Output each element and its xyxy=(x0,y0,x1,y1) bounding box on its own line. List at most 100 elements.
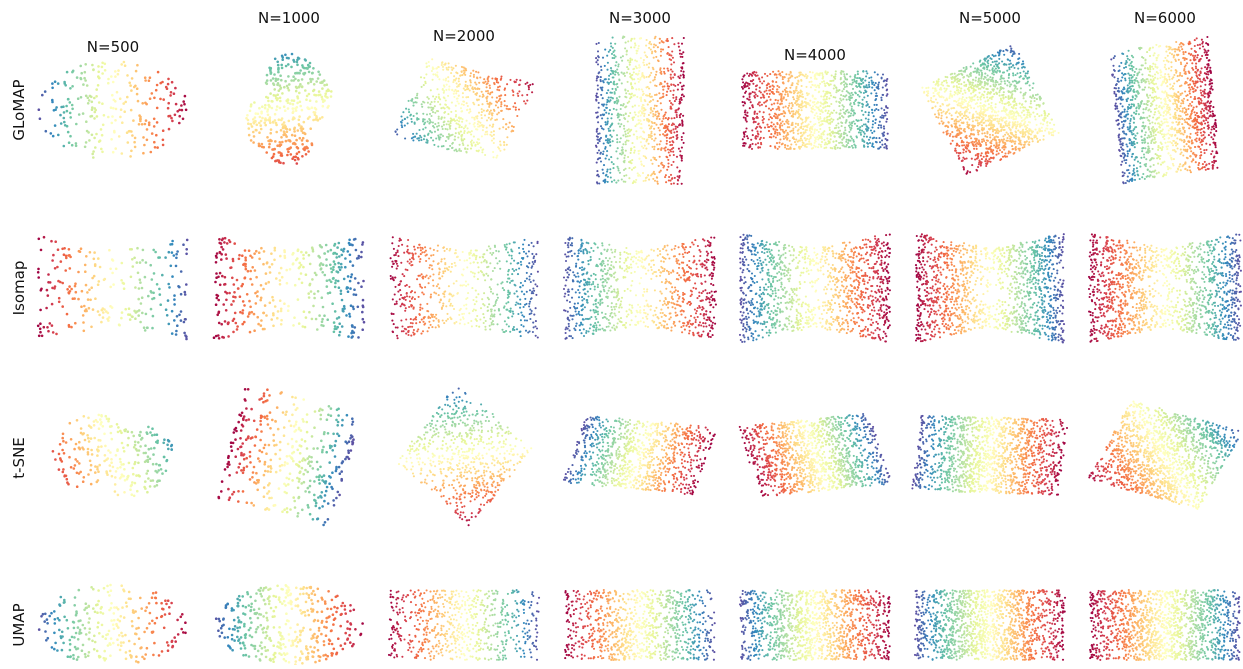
panel-glomap-n2000 xyxy=(394,58,533,158)
data-point xyxy=(797,83,799,85)
data-point xyxy=(273,148,276,151)
data-point xyxy=(839,147,841,149)
data-point xyxy=(493,142,495,144)
data-point xyxy=(467,105,469,107)
data-point xyxy=(498,112,500,114)
data-point xyxy=(295,109,298,112)
data-point xyxy=(458,85,460,87)
data-point xyxy=(998,52,1000,54)
data-point xyxy=(631,93,633,95)
data-point xyxy=(493,130,495,132)
data-point xyxy=(124,101,127,104)
data-point xyxy=(775,81,777,83)
data-point xyxy=(637,172,639,174)
data-point xyxy=(669,137,671,139)
data-point xyxy=(601,89,603,91)
data-point xyxy=(667,128,669,130)
data-point xyxy=(1040,122,1042,124)
data-point xyxy=(487,78,489,80)
data-point xyxy=(998,144,1000,146)
data-point xyxy=(810,143,812,145)
data-point xyxy=(442,89,444,91)
data-point xyxy=(1008,73,1010,75)
data-point xyxy=(785,105,787,107)
data-point xyxy=(995,146,997,148)
data-point xyxy=(617,65,619,67)
data-point xyxy=(299,83,302,86)
data-point xyxy=(953,86,955,88)
data-point xyxy=(1011,126,1013,128)
data-point xyxy=(940,89,942,91)
data-point xyxy=(273,153,276,156)
data-point xyxy=(432,139,434,141)
data-point xyxy=(959,124,961,126)
data-point xyxy=(95,133,98,136)
data-point xyxy=(681,147,683,149)
data-point xyxy=(1032,112,1034,114)
data-point xyxy=(1021,120,1023,122)
data-point xyxy=(765,89,767,91)
data-point xyxy=(605,174,607,176)
data-point xyxy=(981,132,983,134)
data-point xyxy=(88,99,91,102)
data-point xyxy=(644,145,646,147)
data-point xyxy=(608,51,610,53)
data-point xyxy=(948,85,950,87)
data-point xyxy=(882,86,884,88)
data-point xyxy=(287,107,290,110)
data-point xyxy=(100,148,103,151)
data-point xyxy=(402,111,404,113)
data-point xyxy=(778,114,780,116)
data-point xyxy=(1013,115,1015,117)
data-point xyxy=(146,139,149,142)
data-point xyxy=(653,172,655,174)
data-point xyxy=(972,143,974,145)
data-point xyxy=(288,120,291,123)
data-point xyxy=(638,136,640,138)
data-point xyxy=(611,88,613,90)
data-point xyxy=(92,156,95,159)
data-point xyxy=(996,93,998,95)
data-point xyxy=(1019,148,1021,150)
data-point xyxy=(654,78,656,80)
data-point xyxy=(806,126,808,128)
data-point xyxy=(400,121,402,123)
column-label-n6000: N=6000 xyxy=(1134,9,1196,27)
data-point xyxy=(866,101,868,103)
data-point xyxy=(624,181,626,183)
data-point xyxy=(990,142,992,144)
data-point xyxy=(487,103,489,105)
data-point xyxy=(149,97,152,100)
data-point xyxy=(279,84,282,87)
data-point xyxy=(272,77,275,80)
data-point xyxy=(1027,70,1029,72)
data-point xyxy=(633,71,635,73)
data-point xyxy=(1023,78,1025,80)
data-point xyxy=(488,106,490,108)
data-point xyxy=(148,121,151,124)
data-point xyxy=(985,88,987,90)
data-point xyxy=(959,114,961,116)
data-point xyxy=(1004,83,1006,85)
data-point xyxy=(830,95,832,97)
data-point xyxy=(1001,119,1003,121)
data-point xyxy=(1005,64,1007,66)
data-point xyxy=(1049,122,1051,124)
data-point xyxy=(630,162,632,164)
data-point xyxy=(856,125,858,127)
data-point xyxy=(980,102,982,104)
data-point xyxy=(612,97,614,99)
data-point xyxy=(680,56,682,58)
data-point xyxy=(956,120,958,122)
data-point xyxy=(1032,82,1034,84)
data-point xyxy=(821,120,823,122)
data-point xyxy=(951,95,953,97)
data-point xyxy=(406,116,408,118)
data-point xyxy=(781,124,783,126)
data-point xyxy=(1014,84,1016,86)
data-point xyxy=(466,120,468,122)
data-point xyxy=(461,110,463,112)
data-point xyxy=(642,75,644,77)
data-point xyxy=(670,59,672,61)
data-point xyxy=(963,81,965,83)
